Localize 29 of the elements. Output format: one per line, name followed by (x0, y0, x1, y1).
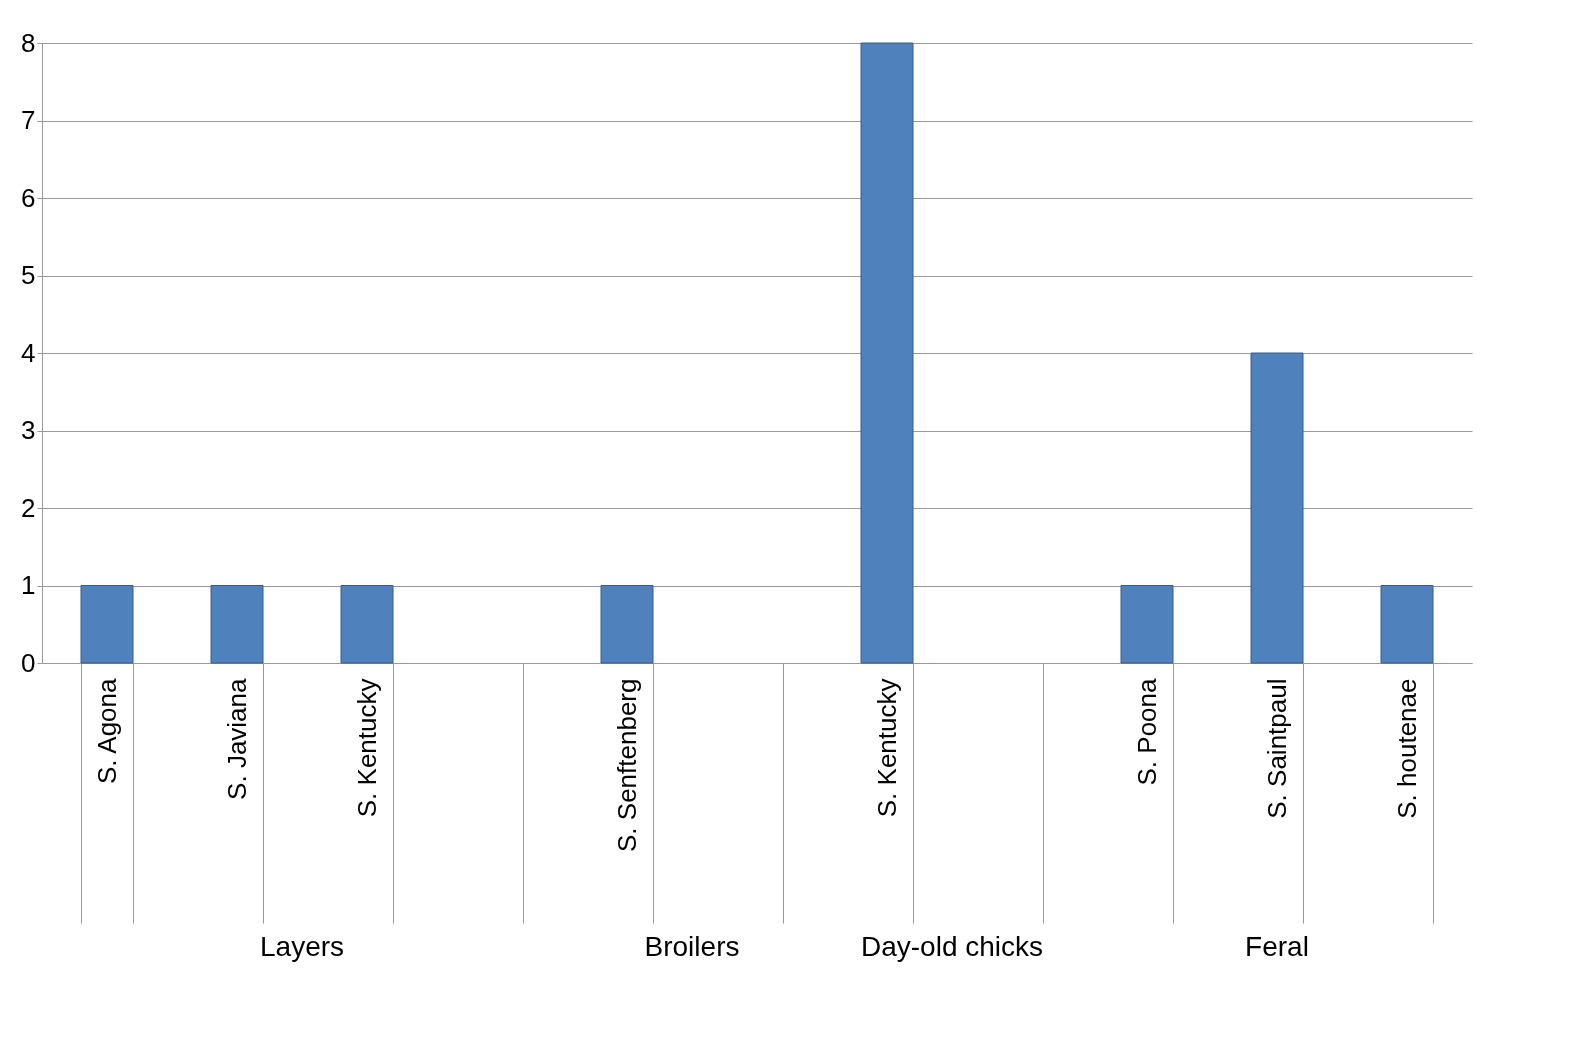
y-tick-label: 2 (21, 492, 36, 523)
bar (340, 585, 394, 664)
x-tick-label: S. Kentucky (871, 678, 902, 818)
y-tick-label: 0 (21, 647, 36, 678)
y-tick-label: 5 (21, 260, 36, 290)
text: Broilers (644, 931, 740, 962)
text: Feral (1245, 931, 1309, 962)
x-tick-label: S. Poona (1131, 677, 1162, 786)
bar (1250, 352, 1304, 664)
y-tick-label: 3 (21, 415, 36, 445)
bar (210, 585, 264, 664)
x-tick-label: S. Saintpaul (1261, 678, 1292, 819)
x-tick-label: S. Agona (91, 677, 122, 785)
x-tick-label: S. houtenae (1391, 678, 1422, 819)
x-tick-label: S. Senftenberg (611, 678, 642, 852)
x-tick-label: S. Kentucky (351, 678, 382, 818)
bar (860, 42, 914, 664)
y-tick-label: 1 (21, 570, 36, 600)
text: Day-old chicks (860, 931, 1044, 962)
text: Layers (259, 931, 345, 962)
y-tick-label: 4 (21, 337, 36, 368)
y-tick-label: 7 (21, 105, 36, 135)
x-tick-label: S. Javiana (221, 677, 252, 800)
bar (1380, 585, 1434, 664)
bar (80, 585, 134, 664)
bar (1120, 585, 1174, 664)
y-tick-label: 8 (21, 27, 36, 58)
y-tick-label: 6 (21, 182, 36, 213)
bar (600, 585, 654, 664)
